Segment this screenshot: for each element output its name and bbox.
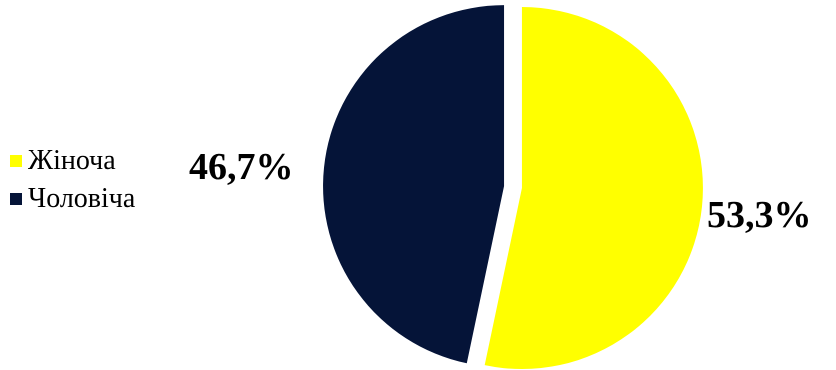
legend-label-female: Жіноча — [28, 145, 116, 176]
legend-swatch-male — [10, 193, 22, 205]
legend: Жіноча Чоловіча — [10, 142, 135, 218]
pie-slice-female — [484, 7, 703, 370]
pie-slice-male — [323, 5, 505, 364]
data-label-female: 53,3% — [707, 194, 812, 236]
legend-label-male: Чоловіча — [28, 183, 136, 214]
pie-slices — [323, 5, 703, 370]
legend-item-male: Чоловіча — [10, 180, 135, 218]
legend-swatch-female — [10, 155, 22, 167]
legend-item-female: Жіноча — [10, 142, 135, 180]
data-label-male: 46,7% — [189, 146, 294, 188]
